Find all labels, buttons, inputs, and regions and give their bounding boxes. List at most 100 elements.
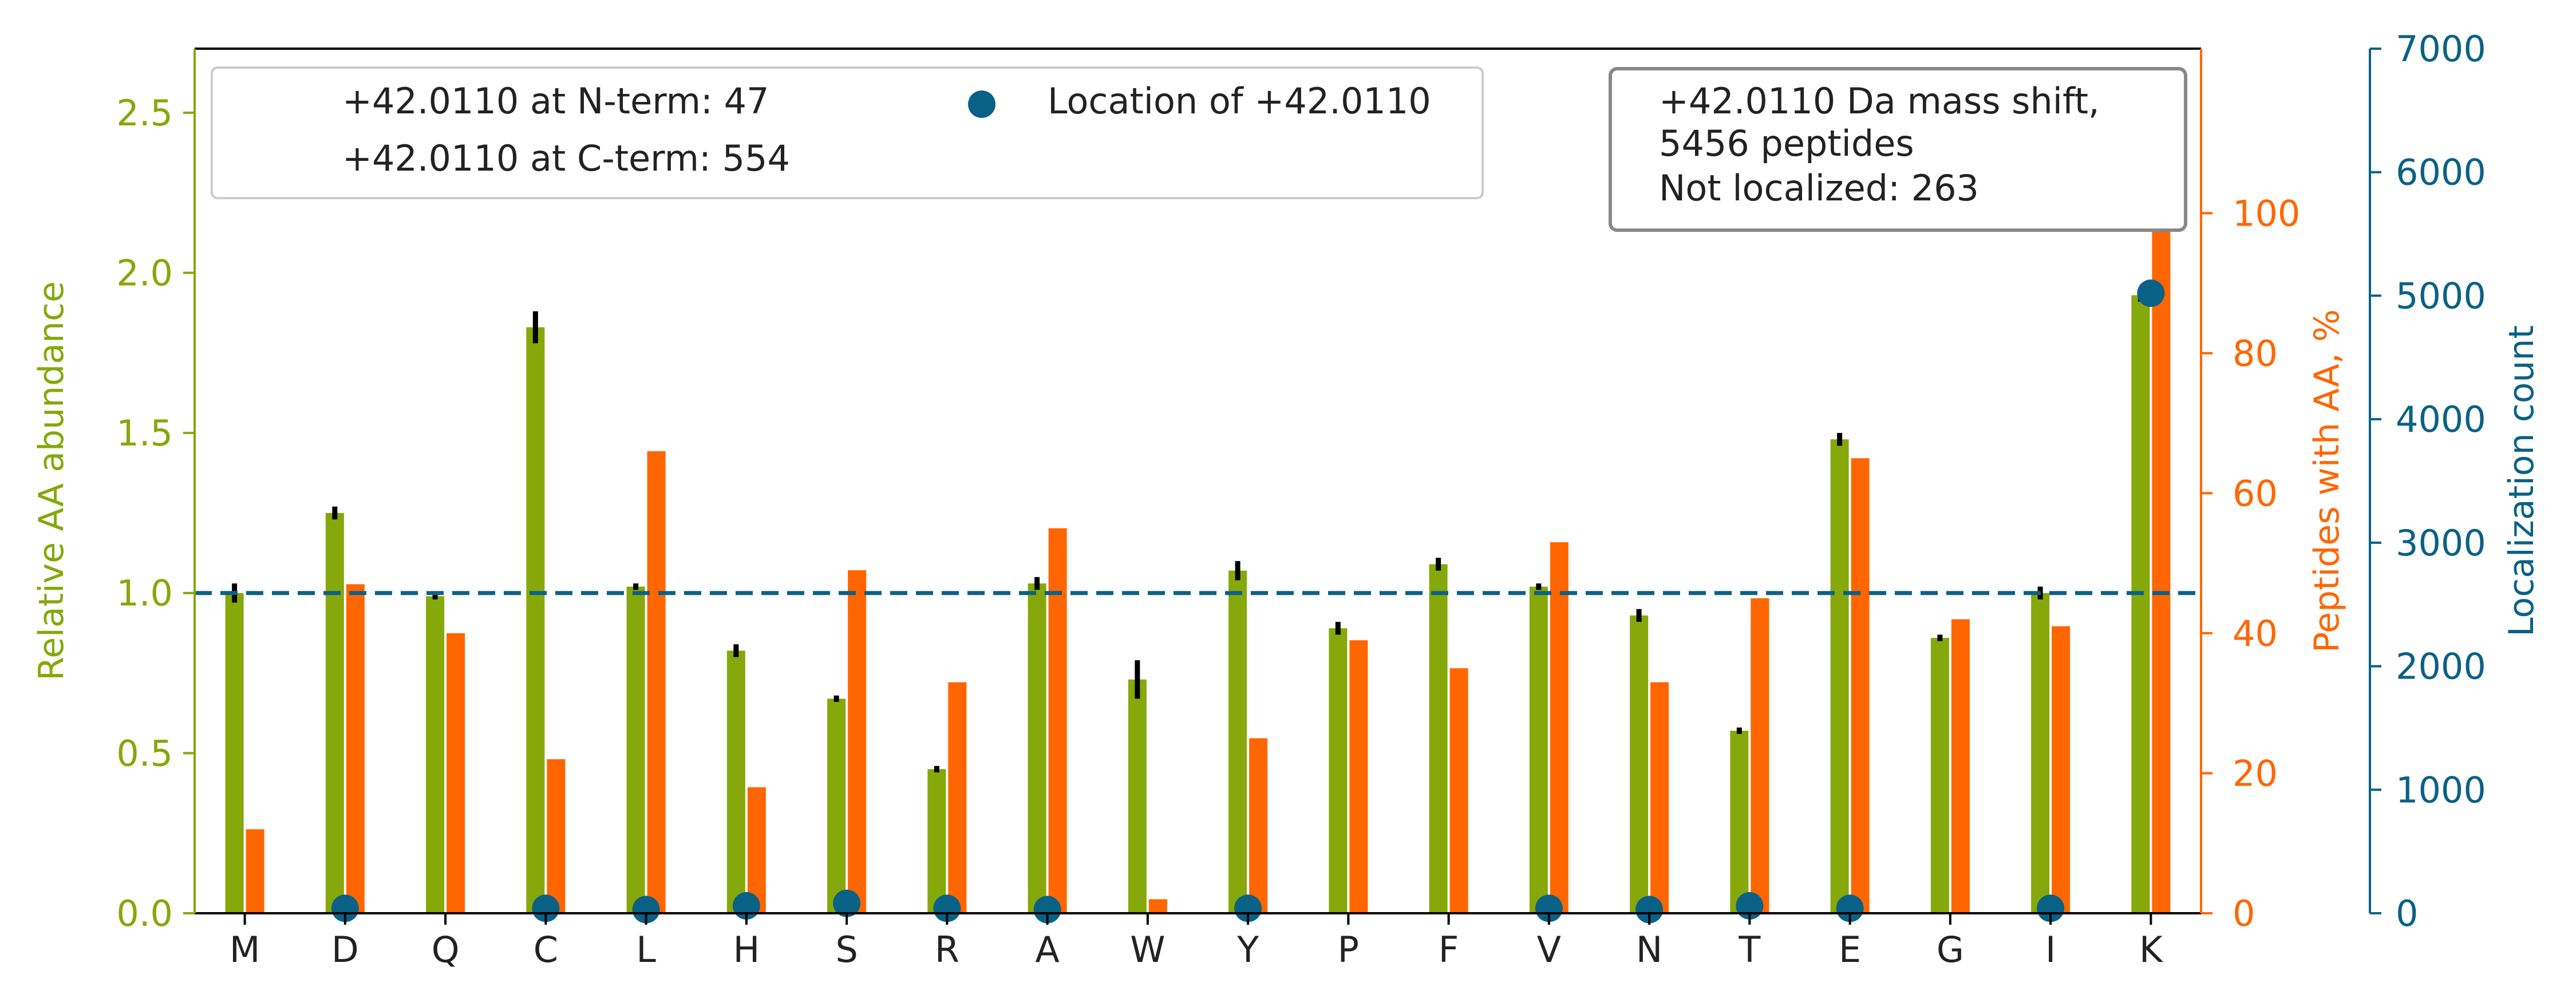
x-tick-label-V: V [1537, 929, 1561, 971]
abundance-bar-H [726, 650, 745, 913]
peptides-bar-P [1349, 640, 1368, 913]
y2-tick-label-3: 60 [2233, 472, 2278, 514]
y2-tick-label-4: 80 [2233, 333, 2278, 374]
peptides-bar-H [747, 787, 766, 913]
x-tick-label-R: R [935, 929, 959, 971]
peptides-bar-Y [1249, 738, 1268, 913]
abundance-bar-S [827, 699, 846, 913]
y-tick-label-1: 0.5 [116, 732, 173, 774]
peptides-bar-E [1851, 458, 1870, 913]
x-tick-label-A: A [1035, 929, 1059, 971]
abundance-bar-P [1329, 628, 1348, 913]
location-point-E [1836, 894, 1864, 922]
x-tick-label-C: C [534, 929, 558, 971]
y-tick-label-3: 1.5 [116, 412, 173, 454]
peptides-bar-W [1148, 899, 1167, 913]
y2-tick-label-0: 0 [2233, 893, 2255, 934]
y3-tick-label-6: 6000 [2396, 152, 2486, 194]
x-tick-label-P: P [1338, 929, 1359, 971]
y-tick-label-4: 2.0 [116, 252, 173, 294]
abundance-bar-K [2131, 295, 2150, 913]
abundance-bar-C [526, 327, 545, 913]
annotation-frame [1609, 67, 2187, 232]
legend-marker-location [968, 90, 995, 118]
legend-entry-n-term: +42.0110 at N-term: 47 [342, 80, 769, 122]
peptides-bar-A [1048, 528, 1067, 913]
peptides-bar-I [2052, 626, 2071, 913]
location-point-R [933, 894, 961, 922]
location-point-C [532, 894, 560, 922]
y3-tick-label-0: 0 [2396, 893, 2418, 934]
location-point-S [833, 889, 861, 917]
y3-tick-label-2: 2000 [2396, 646, 2486, 688]
peptides-bar-C [547, 759, 566, 913]
peptides-bar-T [1751, 598, 1769, 913]
location-point-Y [1234, 894, 1262, 922]
x-tick-label-G: G [1937, 929, 1964, 971]
y3-tick-label-5: 5000 [2396, 275, 2486, 317]
annotation-line-3: Not localized: 263 [1659, 167, 1979, 209]
abundance-bar-Q [426, 596, 445, 913]
abundance-bar-R [927, 769, 946, 913]
y3-tick-label-1: 1000 [2396, 769, 2486, 811]
y-tick-label-5: 2.5 [116, 92, 173, 134]
y2-tick-label-5: 100 [2233, 192, 2300, 234]
y-tick-label-2: 1.0 [116, 573, 173, 614]
peptides-bar-V [1550, 542, 1568, 913]
y-tick-label-0: 0.0 [116, 893, 173, 934]
y2-axis-label: Peptides with AA, % [2307, 309, 2347, 653]
x-tick-label-T: T [1738, 929, 1761, 971]
location-point-I [2037, 894, 2065, 922]
annotation-line-2: 5456 peptides [1659, 123, 1914, 164]
location-point-K [2137, 279, 2165, 307]
abundance-bar-V [1529, 586, 1548, 913]
peptides-bar-M [246, 829, 264, 913]
abundance-bar-W [1128, 679, 1147, 913]
y3-axis-label: Localization count [2502, 325, 2542, 637]
x-tick-label-F: F [1439, 929, 1459, 971]
y3-tick-label-7: 7000 [2396, 28, 2486, 70]
axes-frame [193, 48, 2371, 914]
legend-entry-c-term: +42.0110 at C-term: 554 [342, 137, 790, 179]
abundance-bar-M [225, 593, 244, 913]
abundance-bar-D [325, 512, 344, 913]
abundance-bar-A [1028, 583, 1046, 913]
x-tick-label-L: L [636, 929, 656, 971]
y2-tick-label-1: 20 [2233, 752, 2278, 794]
annotation-box: +42.0110 Da mass shift, 5456 peptides No… [1609, 67, 2187, 232]
abundance-bar-Y [1228, 570, 1247, 913]
x-tick-label-D: D [331, 929, 359, 971]
peptides-bar-G [1951, 619, 1970, 913]
location-point-A [1033, 896, 1061, 924]
abundance-bar-N [1630, 615, 1649, 913]
peptides-bar-N [1650, 682, 1669, 913]
x-tick-label-S: S [835, 929, 858, 971]
y-axis-label: Relative AA abundance [31, 281, 72, 681]
peptides-bar-D [346, 584, 365, 913]
legend: +42.0110 at N-term: 47 +42.0110 at C-ter… [211, 66, 1484, 199]
abundance-bar-F [1429, 564, 1448, 913]
x-tick-label-Q: Q [432, 929, 460, 971]
legend-entry-location: Location of +42.0110 [1048, 80, 1431, 122]
x-tick-label-N: N [1636, 929, 1662, 971]
x-tick-label-I: I [2045, 929, 2056, 971]
y3-tick-label-3: 3000 [2396, 522, 2486, 564]
points-layer [331, 279, 2165, 924]
x-tick-label-Y: Y [1236, 929, 1259, 971]
peptides-bar-F [1449, 668, 1468, 913]
location-point-N [1635, 896, 1664, 924]
peptides-bar-S [848, 570, 867, 913]
x-tick-label-E: E [1839, 929, 1861, 971]
peptides-bar-R [948, 682, 967, 913]
x-tick-label-H: H [733, 929, 760, 971]
location-point-V [1535, 894, 1563, 922]
x-tick-label-M: M [230, 929, 260, 971]
x-tick-label-W: W [1130, 929, 1165, 971]
annotation-line-1: +42.0110 Da mass shift, [1659, 80, 2100, 122]
location-point-D [331, 894, 359, 922]
legend-box [211, 66, 1484, 199]
abundance-bar-E [1830, 439, 1849, 913]
bars-layer [225, 220, 2171, 913]
abundance-bar-L [626, 586, 645, 913]
